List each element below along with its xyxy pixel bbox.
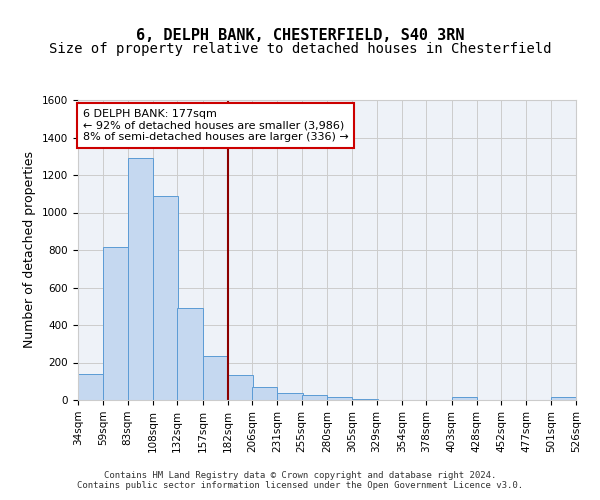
Text: 6, DELPH BANK, CHESTERFIELD, S40 3RN: 6, DELPH BANK, CHESTERFIELD, S40 3RN	[136, 28, 464, 42]
Text: Size of property relative to detached houses in Chesterfield: Size of property relative to detached ho…	[49, 42, 551, 56]
Y-axis label: Number of detached properties: Number of detached properties	[23, 152, 37, 348]
Text: 6 DELPH BANK: 177sqm
← 92% of detached houses are smaller (3,986)
8% of semi-det: 6 DELPH BANK: 177sqm ← 92% of detached h…	[83, 109, 349, 142]
Bar	[452, 397, 477, 400]
Bar	[128, 158, 153, 400]
Bar	[103, 248, 128, 400]
Text: Contains HM Land Registry data © Crown copyright and database right 2024.
Contai: Contains HM Land Registry data © Crown c…	[77, 470, 523, 490]
Bar	[203, 356, 228, 400]
Bar	[252, 387, 277, 400]
Bar	[327, 397, 352, 400]
Bar	[277, 393, 303, 400]
Bar	[302, 395, 327, 400]
Bar	[153, 196, 178, 400]
Bar	[228, 376, 253, 400]
Bar	[78, 374, 103, 400]
Bar	[551, 398, 576, 400]
Bar	[352, 398, 377, 400]
Bar	[177, 308, 203, 400]
